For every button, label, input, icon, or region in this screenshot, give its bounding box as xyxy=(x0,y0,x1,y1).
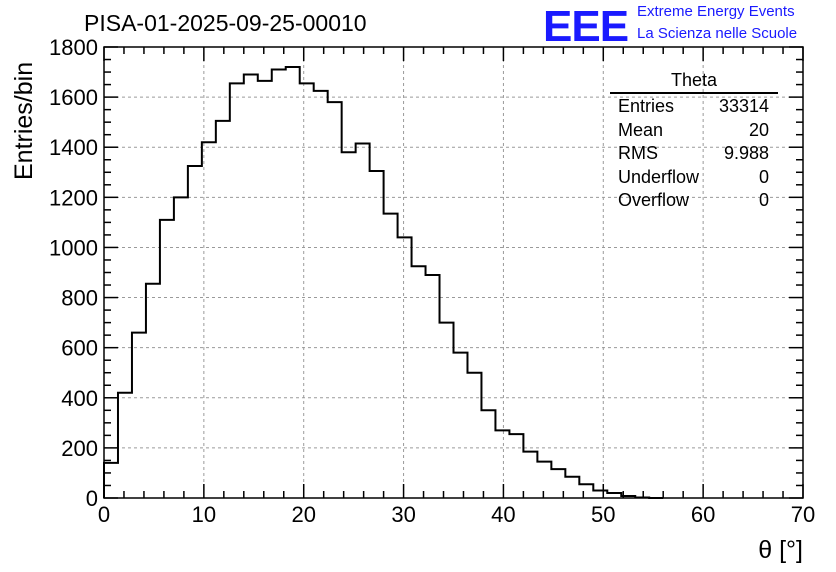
histogram-bin xyxy=(356,143,370,498)
histogram-outline xyxy=(103,66,664,499)
stats-box: Theta Entries 33314 Mean 20 RMS 9.988 Un… xyxy=(610,70,778,213)
histogram-bin xyxy=(426,275,440,498)
histogram-bin xyxy=(523,452,537,498)
histogram-bin xyxy=(370,171,384,498)
y-tick-label: 800 xyxy=(61,286,98,311)
histogram-bin xyxy=(495,430,509,498)
histogram-bin xyxy=(342,152,356,498)
histogram-bin xyxy=(440,323,454,498)
x-tick-label: 30 xyxy=(391,502,415,527)
logo-line-1: Extreme Energy Events xyxy=(637,3,795,20)
y-tick-label: 1400 xyxy=(49,135,98,160)
stats-row: Entries 33314 xyxy=(610,95,778,119)
plot-frame xyxy=(103,46,804,499)
axis-ticks xyxy=(103,46,804,499)
y-tick-label: 1600 xyxy=(49,85,98,110)
histogram-bin xyxy=(454,353,468,498)
histogram-bin xyxy=(258,81,272,498)
histogram-bin xyxy=(146,284,160,498)
logo-line-2: La Scienza nelle Scuole xyxy=(637,25,798,42)
stats-label: Overflow xyxy=(618,190,690,210)
histogram-bin xyxy=(593,490,607,498)
stats-label: Mean xyxy=(618,119,664,140)
histogram-bin xyxy=(230,83,244,498)
x-tick-label: 20 xyxy=(291,502,315,527)
run-title: PISA-01-2025-09-25-00010 xyxy=(84,10,367,36)
y-tick-label: 200 xyxy=(61,436,98,461)
y-axis-title: Entries/bin xyxy=(10,62,38,180)
stats-row: Underflow 0 xyxy=(610,166,778,190)
histogram-bins xyxy=(104,67,649,498)
histogram-bin xyxy=(272,70,286,498)
stats-title: Theta xyxy=(610,70,778,94)
stats-label: RMS xyxy=(618,143,658,163)
histogram-bin xyxy=(118,393,132,498)
histogram-bin xyxy=(160,220,174,498)
histogram-bin xyxy=(565,477,579,498)
y-tick-label: 1800 xyxy=(49,35,98,60)
histogram-bin xyxy=(216,121,230,498)
histogram-bin xyxy=(384,214,398,498)
stats-row: Overflow 0 xyxy=(610,189,778,213)
x-tick-label: 70 xyxy=(791,502,815,527)
y-tick-label: 1000 xyxy=(49,235,98,260)
histogram-bin xyxy=(174,197,188,498)
histogram-bin xyxy=(398,237,412,498)
x-tick-labels: 0 10 20 30 40 50 60 70 xyxy=(98,502,815,527)
stats-row: Mean 20 xyxy=(610,119,778,143)
histogram-bin xyxy=(314,91,328,498)
histogram-bin xyxy=(286,67,300,498)
histogram-bin xyxy=(579,484,593,498)
stats-value: 0 xyxy=(758,166,769,187)
histogram-bin xyxy=(412,266,426,498)
stats-label: Underflow xyxy=(618,166,700,187)
y-tick-labels: 0 200 400 600 800 1000 1200 1400 1600 1800 xyxy=(49,35,98,511)
y-tick-label: 0 xyxy=(86,486,98,511)
x-tick-label: 0 xyxy=(98,502,110,527)
x-tick-label: 40 xyxy=(491,502,515,527)
y-tick-label: 400 xyxy=(61,386,98,411)
y-tick-label: 1200 xyxy=(49,185,98,210)
eee-logo: EEE xyxy=(543,2,629,51)
stats-row: RMS 9.988 xyxy=(610,142,778,166)
y-tick-label: 600 xyxy=(61,336,98,361)
stats-value: 0 xyxy=(758,190,769,210)
stats-value: 9.988 xyxy=(723,143,769,163)
histogram-bin xyxy=(104,463,118,498)
x-axis-title: θ [°] xyxy=(758,536,803,564)
stats-label: Entries xyxy=(618,96,675,116)
histogram-bin xyxy=(537,462,551,498)
histogram-bin xyxy=(328,102,342,498)
histogram-bin xyxy=(509,434,523,498)
x-tick-label: 60 xyxy=(691,502,715,527)
histogram-bin xyxy=(467,373,481,498)
histogram-bin xyxy=(132,333,146,498)
x-tick-label: 10 xyxy=(192,502,216,527)
histogram-bin xyxy=(244,75,258,498)
stats-value: 33314 xyxy=(718,96,769,116)
histogram-bin xyxy=(481,410,495,498)
x-tick-label: 50 xyxy=(591,502,615,527)
histogram-bin xyxy=(300,83,314,498)
stats-value: 20 xyxy=(748,119,769,140)
